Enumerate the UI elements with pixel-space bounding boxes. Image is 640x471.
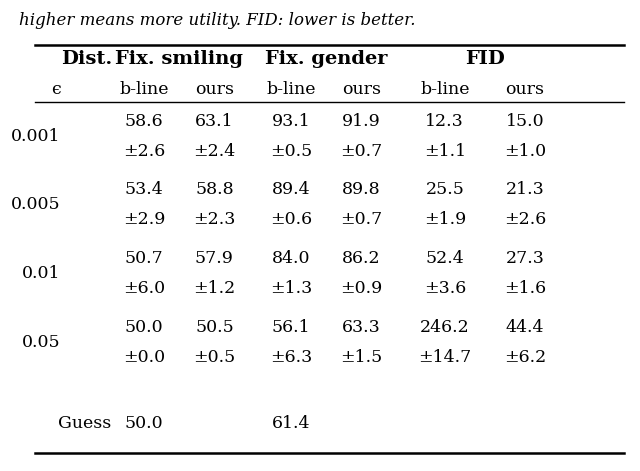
Text: ±0.5: ±0.5 [193, 349, 236, 366]
Text: 52.4: 52.4 [426, 250, 464, 267]
Text: ±1.3: ±1.3 [270, 280, 312, 297]
Text: Dist.: Dist. [61, 50, 112, 68]
Text: 25.5: 25.5 [426, 181, 464, 198]
Text: ±1.2: ±1.2 [193, 280, 236, 297]
Text: 58.6: 58.6 [125, 113, 163, 130]
Text: 44.4: 44.4 [506, 319, 544, 336]
Text: 21.3: 21.3 [506, 181, 544, 198]
Text: ±1.5: ±1.5 [340, 349, 383, 366]
Text: ±3.6: ±3.6 [424, 280, 466, 297]
Text: 61.4: 61.4 [272, 415, 310, 432]
Text: b-line: b-line [266, 81, 316, 98]
Text: ±0.0: ±0.0 [123, 349, 165, 366]
Text: b-line: b-line [420, 81, 470, 98]
Text: 84.0: 84.0 [272, 250, 310, 267]
Text: 12.3: 12.3 [426, 113, 464, 130]
Text: 50.5: 50.5 [195, 319, 234, 336]
Text: Guess: Guess [58, 415, 111, 432]
Text: ±6.2: ±6.2 [504, 349, 546, 366]
Text: ±2.6: ±2.6 [123, 143, 165, 160]
Text: ±0.5: ±0.5 [270, 143, 312, 160]
Text: ϵ: ϵ [51, 81, 61, 98]
Text: 0.05: 0.05 [22, 334, 61, 351]
Text: 50.7: 50.7 [125, 250, 163, 267]
Text: ±0.9: ±0.9 [340, 280, 383, 297]
Text: ±0.7: ±0.7 [340, 211, 383, 228]
Text: 57.9: 57.9 [195, 250, 234, 267]
Text: ±2.6: ±2.6 [504, 211, 546, 228]
Text: Fix. gender: Fix. gender [265, 50, 388, 68]
Text: ours: ours [342, 81, 381, 98]
Text: 63.3: 63.3 [342, 319, 381, 336]
Text: 0.001: 0.001 [12, 128, 61, 145]
Text: 86.2: 86.2 [342, 250, 381, 267]
Text: 89.4: 89.4 [272, 181, 310, 198]
Text: ±14.7: ±14.7 [418, 349, 472, 366]
Text: 246.2: 246.2 [420, 319, 470, 336]
Text: 63.1: 63.1 [195, 113, 234, 130]
Text: ±6.3: ±6.3 [270, 349, 312, 366]
Text: FID: FID [465, 50, 505, 68]
Text: Fix. smiling: Fix. smiling [115, 50, 243, 68]
Text: ±2.9: ±2.9 [123, 211, 165, 228]
Text: b-line: b-line [119, 81, 169, 98]
Text: higher means more utility. FID: lower is better.: higher means more utility. FID: lower is… [19, 12, 416, 29]
Text: 50.0: 50.0 [125, 415, 163, 432]
Text: ±0.7: ±0.7 [340, 143, 383, 160]
Text: ours: ours [506, 81, 544, 98]
Text: ±1.9: ±1.9 [424, 211, 466, 228]
Text: ±2.4: ±2.4 [193, 143, 236, 160]
Text: ±1.0: ±1.0 [504, 143, 546, 160]
Text: 93.1: 93.1 [272, 113, 310, 130]
Text: 27.3: 27.3 [506, 250, 544, 267]
Text: 50.0: 50.0 [125, 319, 163, 336]
Text: 0.005: 0.005 [11, 196, 61, 213]
Text: ±2.3: ±2.3 [193, 211, 236, 228]
Text: ±1.6: ±1.6 [504, 280, 546, 297]
Text: 91.9: 91.9 [342, 113, 381, 130]
Text: 89.8: 89.8 [342, 181, 381, 198]
Text: 58.8: 58.8 [195, 181, 234, 198]
Text: 15.0: 15.0 [506, 113, 544, 130]
Text: ±6.0: ±6.0 [123, 280, 165, 297]
Text: ±0.6: ±0.6 [270, 211, 312, 228]
Text: ours: ours [195, 81, 234, 98]
Text: 53.4: 53.4 [125, 181, 163, 198]
Text: ±1.1: ±1.1 [424, 143, 466, 160]
Text: 0.01: 0.01 [22, 265, 61, 282]
Text: 56.1: 56.1 [272, 319, 310, 336]
